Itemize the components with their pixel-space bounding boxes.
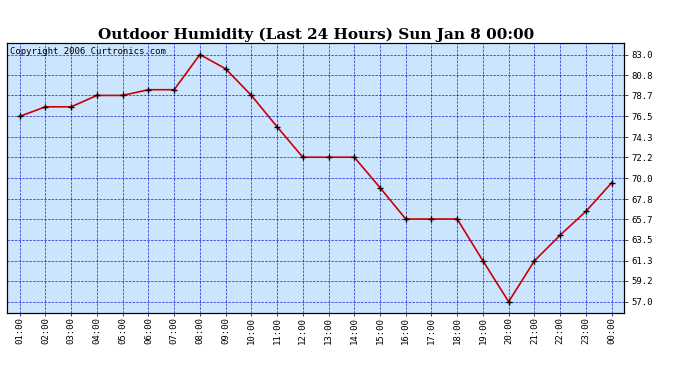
Text: Copyright 2006 Curtronics.com: Copyright 2006 Curtronics.com xyxy=(10,47,166,56)
Title: Outdoor Humidity (Last 24 Hours) Sun Jan 8 00:00: Outdoor Humidity (Last 24 Hours) Sun Jan… xyxy=(97,28,534,42)
